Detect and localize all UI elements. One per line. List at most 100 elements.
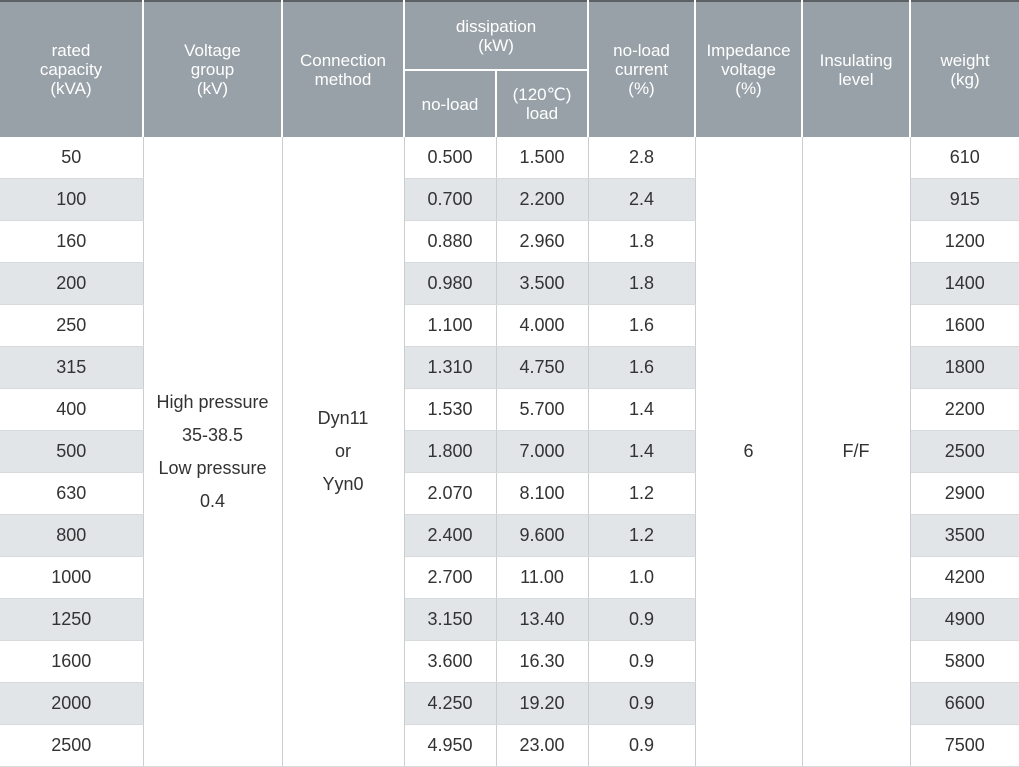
cell-no-load-current: 1.2 [588,472,696,515]
cell-no-load-current: 1.2 [588,514,696,557]
cell-connection-method-line: Yyn0 [322,474,364,494]
cell-weight: 5800 [910,640,1019,683]
cell-rated-capacity: 315 [0,346,144,389]
cell-weight: 6600 [910,682,1019,725]
table-row: 1250 3.150 13.40 0.9 4900 [0,598,1019,641]
cell-load-loss: 5.700 [496,388,589,431]
cell-rated-capacity: 630 [0,472,144,515]
cell-no-load-loss: 2.400 [404,514,497,557]
cell-weight: 7500 [910,724,1019,767]
cell-weight: 4200 [910,556,1019,599]
cell-load-loss: 23.00 [496,724,589,767]
cell-rated-capacity: 2000 [0,682,144,725]
header-rated-capacity-line: capacity [39,60,103,79]
header-no-load-loss: no-load [404,69,497,137]
header-weight: weight (kg) [910,0,1019,137]
table-row: 400 1.530 5.700 1.4 2200 [0,388,1019,431]
table-row: 100 0.700 2.200 2.4 915 [0,178,1019,221]
cell-weight: 1200 [910,220,1019,263]
header-weight-line: weight [940,50,990,70]
cell-connection-method-line: Dyn11 [317,408,369,428]
cell-no-load-loss: 0.880 [404,220,497,263]
cell-load-loss: 13.40 [496,598,589,641]
table-row: 250 1.100 4.000 1.6 1600 [0,304,1019,347]
cell-rated-capacity: 160 [0,220,144,263]
cell-impedance-voltage: 6 [695,137,803,767]
cell-no-load-current: 2.4 [588,178,696,221]
cell-connection-method: Dyn11 or Yyn0 [282,137,405,767]
cell-rated-capacity: 1250 [0,598,144,641]
header-voltage-group-line: group [190,60,235,79]
header-dissipation-line: dissipation [455,16,537,36]
cell-rated-capacity: 50 [0,137,144,179]
cell-connection-method-line: or [334,441,351,461]
table-row: 50 High pressure 35-38.5 Low pressure 0.4 Dyn… [0,137,1019,767]
cell-rated-capacity: 400 [0,388,144,431]
cell-load-loss: 8.100 [496,472,589,515]
table-row: 630 2.070 8.100 1.2 2900 [0,472,1019,515]
cell-load-loss: 19.20 [496,682,589,725]
header-no-load-current: no-load current (%) [588,0,697,137]
cell-weight: 1800 [910,346,1019,389]
cell-no-load-loss: 1.530 [404,388,497,431]
header-rated-capacity: rated capacity (kVA) [0,0,144,137]
header-load-loss-line: (120℃) [512,85,572,104]
header-dissipation: dissipation (kW) [404,0,590,70]
cell-load-loss: 3.500 [496,262,589,305]
cell-voltage-group-line: 35-38.5 [181,424,244,445]
header-impedance-voltage-line: voltage [721,60,776,79]
cell-no-load-current: 0.9 [588,640,696,683]
cell-no-load-current: 1.8 [588,220,696,263]
cell-weight: 2900 [910,472,1019,515]
cell-no-load-current: 1.0 [588,556,696,599]
cell-no-load-current: 1.4 [588,430,696,473]
header-rated-capacity-line: rated [51,41,91,60]
cell-rated-capacity: 2500 [0,724,144,767]
header-weight-line: (kg) [950,69,980,89]
cell-load-loss: 7.000 [496,430,589,473]
table-row: 1000 2.700 11.00 1.0 4200 [0,556,1019,599]
cell-no-load-loss: 0.500 [404,137,497,179]
cell-voltage-group-line: 0.4 [199,490,226,511]
cell-weight: 3500 [910,514,1019,557]
cell-rated-capacity: 100 [0,178,144,221]
cell-no-load-loss: 0.700 [404,178,497,221]
header-voltage-group: Voltage group (kV) [143,0,283,137]
header-connection-method-line: Connection [299,50,386,70]
cell-rated-capacity: 800 [0,514,144,557]
cell-no-load-current: 1.8 [588,262,696,305]
cell-no-load-current: 0.9 [588,682,696,725]
cell-rated-capacity: 250 [0,304,144,347]
cell-weight: 610 [910,137,1019,179]
header-load-loss-line: load [525,104,559,123]
cell-no-load-current: 2.8 [588,137,696,179]
table-row: 800 2.400 9.600 1.2 3500 [0,514,1019,557]
cell-weight: 2500 [910,430,1019,473]
cell-no-load-loss: 1.800 [404,430,497,473]
header-no-load-current-line: no-load [613,41,670,60]
cell-no-load-current: 0.9 [588,598,696,641]
header-voltage-group-line: (kV) [196,79,229,98]
cell-load-loss: 16.30 [496,640,589,683]
cell-rated-capacity: 500 [0,430,144,473]
header-voltage-group-line: Voltage [184,41,241,60]
cell-no-load-loss: 1.310 [404,346,497,389]
cell-voltage-group: High pressure 35-38.5 Low pressure 0.4 [143,137,283,767]
cell-voltage-group-line: High pressure [156,391,269,412]
cell-no-load-current: 1.4 [588,388,696,431]
header-impedance-voltage-line: (%) [735,79,762,98]
cell-no-load-loss: 2.700 [404,556,497,599]
cell-load-loss: 1.500 [496,137,589,179]
table-row: 200 0.980 3.500 1.8 1400 [0,262,1019,305]
cell-voltage-group-line: Low pressure [158,457,267,478]
cell-load-loss: 2.200 [496,178,589,221]
table-row: 2000 4.250 19.20 0.9 6600 [0,682,1019,725]
cell-no-load-current: 0.9 [588,724,696,767]
cell-load-loss: 2.960 [496,220,589,263]
header-insulating-level-line: Insulating [819,50,893,70]
cell-load-loss: 11.00 [496,556,589,599]
cell-rated-capacity: 200 [0,262,144,305]
header-impedance-voltage: Impedance voltage (%) [695,0,804,137]
cell-insulating-level: F/F [802,137,911,767]
cell-rated-capacity: 1000 [0,556,144,599]
